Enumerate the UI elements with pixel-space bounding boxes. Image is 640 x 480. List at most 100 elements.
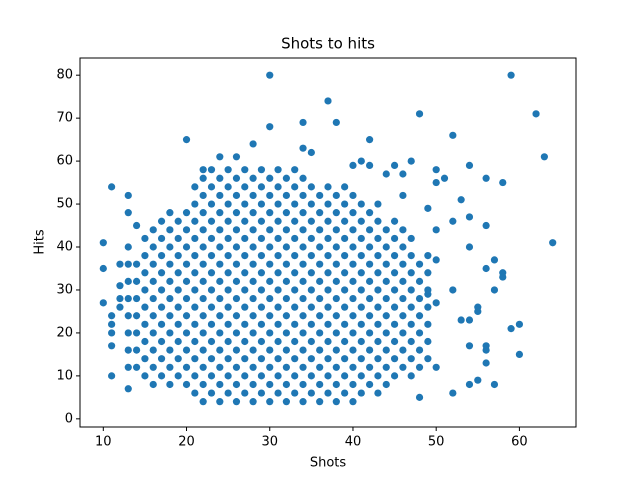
scatter-point	[166, 363, 174, 371]
scatter-point	[515, 350, 524, 359]
scatter-point	[174, 252, 182, 260]
scatter-point	[174, 303, 182, 311]
scatter-point	[440, 174, 449, 182]
scatter-point	[366, 380, 374, 389]
y-tick-label: 50	[56, 197, 73, 212]
scatter-point	[191, 355, 199, 363]
scatter-point	[316, 243, 324, 251]
scatter-point	[299, 209, 307, 217]
scatter-point	[307, 303, 315, 311]
scatter-point	[349, 209, 357, 217]
scatter-point	[357, 320, 365, 328]
scatter-point	[307, 320, 315, 328]
scatter-point	[199, 380, 207, 389]
scatter-point	[132, 221, 141, 230]
scatter-point	[191, 269, 199, 277]
scatter-point	[216, 243, 224, 251]
scatter-point	[249, 140, 257, 148]
scatter-point	[357, 389, 365, 397]
scatter-point	[341, 372, 349, 380]
scatter-point	[274, 337, 282, 346]
scatter-point	[207, 337, 216, 346]
scatter-point	[299, 312, 307, 320]
scatter-point	[366, 209, 374, 217]
scatter-point	[507, 71, 515, 79]
scatter-point	[374, 303, 382, 311]
scatter-point	[341, 183, 349, 191]
scatter-point	[182, 294, 191, 303]
scatter-point	[216, 380, 224, 389]
plot-frame	[79, 57, 577, 428]
scatter-point	[399, 346, 407, 354]
scatter-point	[374, 389, 382, 397]
scatter-point	[457, 316, 465, 324]
scatter-point	[407, 286, 415, 294]
scatter-point	[224, 200, 232, 208]
scatter-point	[224, 372, 232, 380]
scatter-point	[249, 174, 257, 182]
scatter-point	[191, 252, 199, 260]
scatter-point	[382, 363, 390, 371]
scatter-point	[532, 110, 540, 118]
scatter-point	[390, 234, 399, 243]
scatter-point	[108, 372, 116, 380]
scatter-point	[282, 209, 290, 217]
scatter-point	[332, 346, 340, 354]
scatter-point	[141, 303, 149, 311]
scatter-point	[216, 209, 224, 217]
scatter-point	[199, 346, 207, 354]
scatter-point	[307, 286, 315, 294]
scatter-point	[399, 363, 407, 371]
scatter-point	[324, 337, 332, 346]
scatter-point	[199, 209, 207, 217]
scatter-point	[316, 209, 324, 217]
scatter-point	[224, 166, 232, 174]
scatter-point	[316, 380, 324, 389]
scatter-point	[282, 398, 290, 406]
scatter-point	[257, 337, 266, 346]
scatter-point	[282, 243, 290, 251]
scatter-point	[241, 355, 249, 363]
scatter-point	[366, 260, 374, 268]
scatter-point	[316, 363, 324, 371]
scatter-point	[341, 200, 349, 208]
scatter-point	[132, 294, 141, 303]
scatter-point	[357, 234, 365, 243]
scatter-point	[257, 320, 266, 328]
scatter-point	[482, 221, 490, 230]
scatter-point	[341, 252, 349, 260]
scatter-point	[349, 380, 357, 389]
scatter-point	[332, 294, 340, 303]
scatter-point	[291, 252, 299, 260]
scatter-point	[199, 363, 207, 371]
scatter-point	[366, 277, 374, 285]
scatter-point	[299, 243, 307, 251]
scatter-point	[207, 303, 216, 311]
scatter-point	[324, 269, 332, 277]
scatter-point	[157, 234, 166, 243]
scatter-point	[157, 217, 166, 225]
scatter-point	[299, 294, 307, 303]
scatter-point	[182, 260, 191, 268]
scatter-point	[382, 277, 390, 285]
scatter-point	[157, 252, 166, 260]
scatter-point	[241, 372, 249, 380]
scatter-point	[182, 312, 191, 320]
scatter-point	[224, 303, 232, 311]
scatter-point	[257, 355, 266, 363]
scatter-point	[449, 217, 457, 225]
scatter-point	[157, 372, 166, 380]
scatter-point	[232, 398, 241, 406]
scatter-point	[299, 118, 307, 127]
scatter-point	[191, 286, 199, 294]
scatter-point	[124, 243, 132, 251]
scatter-point	[324, 200, 332, 208]
scatter-point	[316, 277, 324, 285]
scatter-point	[349, 346, 357, 354]
scatter-point	[415, 312, 424, 320]
scatter-point	[132, 277, 141, 285]
scatter-point	[349, 226, 357, 234]
x-tick-label: 50	[428, 435, 445, 450]
scatter-point	[415, 110, 424, 118]
scatter-point	[166, 312, 174, 320]
